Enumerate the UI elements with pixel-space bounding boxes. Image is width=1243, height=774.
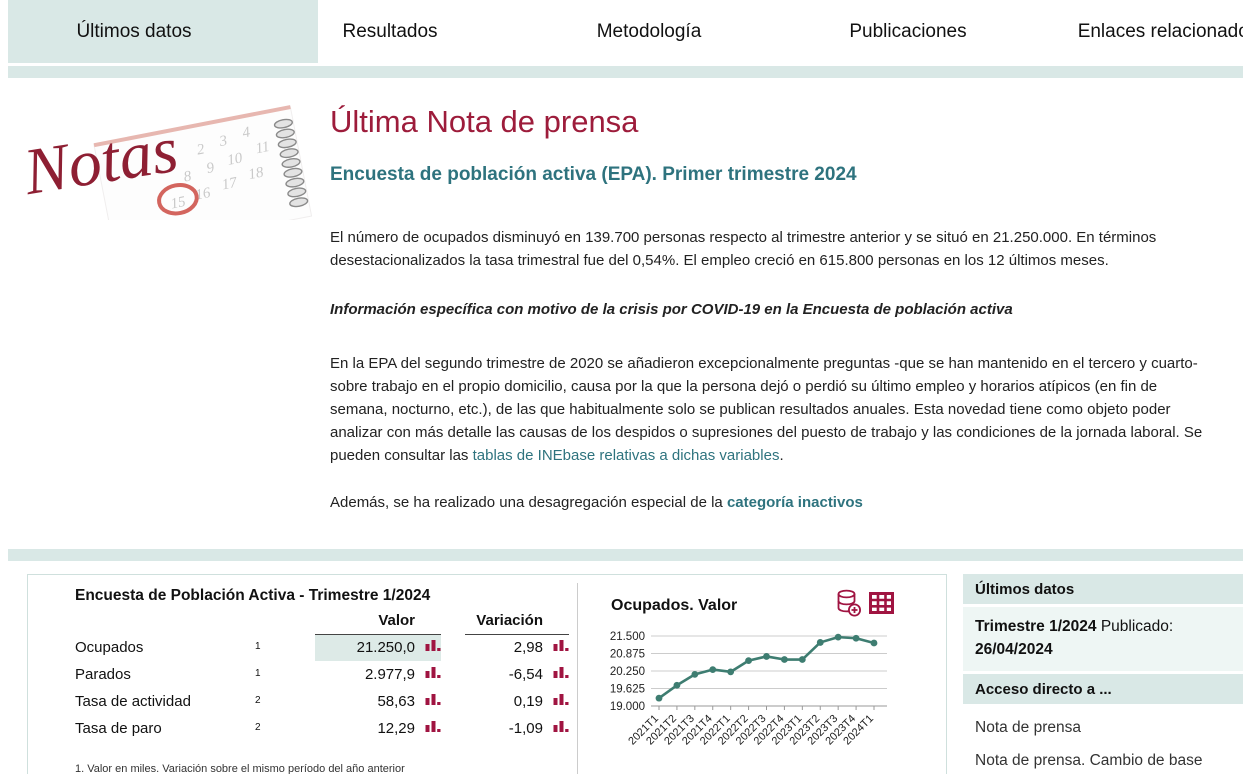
svg-text:11: 11 xyxy=(254,139,271,157)
chart-title: Ocupados. Valor xyxy=(611,597,738,614)
svg-text:19.000: 19.000 xyxy=(610,701,645,713)
teal-separator-bar xyxy=(8,549,1243,561)
notepad-spiral-icon xyxy=(273,118,309,208)
covid-info-heading: Información específica con motivo de la … xyxy=(330,301,1013,318)
table-row-ocupados: Ocupados 1 21.250,0 2,98 xyxy=(75,634,569,661)
tab-metodologia[interactable]: Metodología xyxy=(539,0,759,63)
table-header-row: Valor Variación xyxy=(75,607,569,635)
svg-text:10: 10 xyxy=(226,150,244,169)
tab-label: Enlaces relacionados xyxy=(1077,20,1243,42)
footnote-marker: 1 xyxy=(255,641,261,652)
svg-text:15: 15 xyxy=(169,194,187,213)
red-circle-mark xyxy=(157,182,199,216)
tab-label: Metodología xyxy=(596,20,702,42)
paragraph-text: Además, se ha realizado una desagregació… xyxy=(330,494,727,511)
tab-resultados[interactable]: Resultados xyxy=(280,0,500,63)
svg-text:3: 3 xyxy=(217,133,228,150)
row-label: Tasa de paro xyxy=(75,720,162,737)
categoria-inactivos-link[interactable]: categoría inactivos xyxy=(726,494,863,511)
variacion-cell: 2,98 xyxy=(513,639,543,657)
table-view-icon[interactable] xyxy=(868,589,895,617)
page-title: Última Nota de prensa xyxy=(330,104,639,139)
inebase-tables-link[interactable]: tablas de INEbase relativas a dichas var… xyxy=(472,447,780,464)
table-row-tasa-actividad: Tasa de actividad 2 58,63 0,19 xyxy=(75,688,569,715)
bar-chart-icon[interactable] xyxy=(424,720,441,738)
tab-publicaciones[interactable]: Publicaciones xyxy=(798,0,1018,63)
footnote-marker: 1 xyxy=(255,668,261,679)
published-label: Publicado: xyxy=(1096,618,1174,635)
nota-cambio-base-link[interactable]: Nota de prensa. Cambio de base poblacion… xyxy=(975,752,1203,769)
tab-label: Últimos datos xyxy=(76,20,192,42)
tab-label: Publicaciones xyxy=(849,20,967,42)
table-row-tasa-paro: Tasa de paro 2 12,29 -1,09 xyxy=(75,715,569,742)
valor-cell: 2.977,9 xyxy=(364,666,415,683)
variacion-cell: -6,54 xyxy=(508,666,543,683)
bar-chart-icon[interactable] xyxy=(552,639,569,657)
svg-text:21.500: 21.500 xyxy=(610,631,645,643)
svg-text:9: 9 xyxy=(205,160,216,177)
epa-summary-panel: Encuesta de Población Activa - Trimestre… xyxy=(27,574,947,774)
valor-cell: 12,29 xyxy=(377,720,415,737)
sidebar-links: Nota de prensa Nota de prensa. Cambio de… xyxy=(963,707,1243,774)
bar-chart-icon[interactable] xyxy=(424,639,441,657)
ocupados-line-chart: 21.50020.87520.25019.62519.0002021T12021… xyxy=(610,631,887,748)
row-label: Tasa de actividad xyxy=(75,693,191,710)
valor-cell: 21.250,0 xyxy=(315,634,415,661)
panel-divider xyxy=(577,583,578,774)
period-value: Trimestre 1/2024 xyxy=(975,618,1097,635)
bar-chart-icon[interactable] xyxy=(424,666,441,684)
epa-summary-table: Valor Variación Ocupados 1 21.250,0 2,98… xyxy=(75,607,569,742)
row-label: Parados xyxy=(75,666,131,683)
bar-chart-icon[interactable] xyxy=(552,693,569,711)
chart-toolbar xyxy=(836,589,895,617)
tab-label: Resultados xyxy=(342,20,438,42)
nota-de-prensa-link[interactable]: Nota de prensa xyxy=(975,719,1081,736)
row-label: Ocupados xyxy=(75,639,144,656)
bar-chart-icon[interactable] xyxy=(552,666,569,684)
svg-text:2: 2 xyxy=(195,141,206,158)
sidebar-header-acceso-directo: Acceso directo a ... xyxy=(963,674,1243,704)
footnote-marker: 2 xyxy=(255,695,261,706)
svg-text:20.875: 20.875 xyxy=(610,649,645,661)
published-date: 26/04/2024 xyxy=(975,641,1053,658)
valor-cell: 58,63 xyxy=(377,693,415,710)
article-paragraph-1: El número de ocupados disminuyó en 139.7… xyxy=(330,229,1157,269)
bar-chart-icon[interactable] xyxy=(424,693,441,711)
tab-enlaces-relacionados[interactable]: Enlaces relacionados xyxy=(1058,0,1243,63)
svg-text:17: 17 xyxy=(221,175,240,194)
svg-text:20.250: 20.250 xyxy=(610,666,645,678)
footnote-marker: 2 xyxy=(255,722,261,733)
summary-table-title: Encuesta de Población Activa - Trimestre… xyxy=(75,587,431,604)
variacion-cell: -1,09 xyxy=(508,720,543,737)
svg-text:8: 8 xyxy=(182,168,193,185)
bar-chart-icon[interactable] xyxy=(552,720,569,738)
svg-text:4: 4 xyxy=(241,124,252,141)
paragraph-text: . xyxy=(779,447,784,464)
latest-data-sidebar: Últimos datos Trimestre 1/2024 Publicado… xyxy=(963,574,1243,774)
tab-ultimos-datos[interactable]: Últimos datos xyxy=(8,0,318,63)
database-download-icon[interactable] xyxy=(836,589,862,617)
article-paragraph-3: Además, se ha realizado una desagregació… xyxy=(330,491,1218,514)
variacion-cell: 0,19 xyxy=(513,693,543,710)
paragraph-text: En la EPA del segundo trimestre de 2020 … xyxy=(330,355,1203,464)
sidebar-period-block: Trimestre 1/2024 Publicado: 26/04/2024 xyxy=(963,607,1243,671)
top-tab-bar: Últimos datos Resultados Metodología Pub… xyxy=(0,0,1243,63)
article-paragraph-2: En la EPA del segundo trimestre de 2020 … xyxy=(330,352,1218,467)
svg-text:18: 18 xyxy=(247,164,265,183)
svg-text:19.625: 19.625 xyxy=(610,684,645,696)
article-subtitle: Encuesta de población activa (EPA). Prim… xyxy=(330,164,857,185)
table-footnote: 1. Valor en miles. Variación sobre el mi… xyxy=(75,763,405,774)
sidebar-header-ultimos-datos: Últimos datos xyxy=(963,574,1243,604)
column-header-valor: Valor xyxy=(315,607,415,635)
column-header-variacion: Variación xyxy=(465,607,543,635)
teal-separator-bar xyxy=(8,66,1243,78)
table-row-parados: Parados 1 2.977,9 -6,54 xyxy=(75,661,569,688)
